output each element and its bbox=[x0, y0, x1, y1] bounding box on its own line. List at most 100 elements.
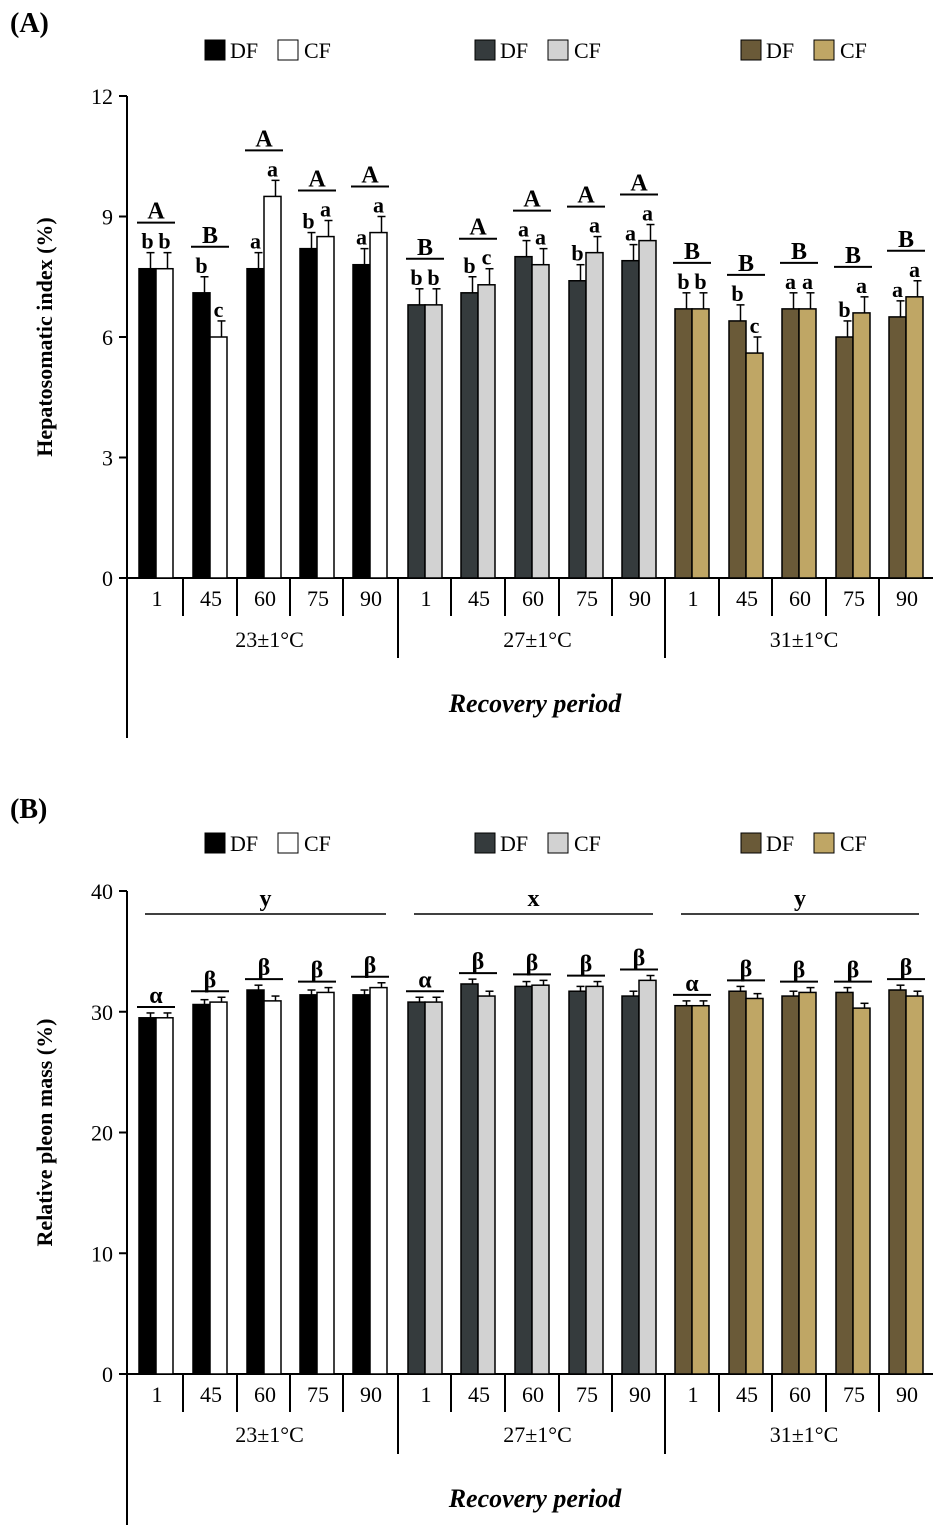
bar-cf bbox=[263, 1000, 282, 1375]
legend-swatch-df bbox=[474, 39, 496, 61]
period-letter: β bbox=[526, 950, 539, 976]
legend-swatch-cf bbox=[813, 39, 835, 61]
bar-df bbox=[192, 292, 211, 579]
period-letter: B bbox=[202, 223, 218, 249]
legend-swatch-df bbox=[740, 832, 762, 854]
legend-swatch-cf bbox=[277, 832, 299, 854]
x-tick-label: 45 bbox=[736, 1382, 758, 1407]
bar-letter-cf: a bbox=[909, 257, 920, 282]
bar-df bbox=[674, 308, 693, 579]
period-letter: A bbox=[469, 215, 487, 241]
x-tick-label: 60 bbox=[789, 586, 811, 611]
period-letter: α bbox=[685, 971, 699, 997]
period-letter: α bbox=[418, 967, 432, 993]
period-letter: β bbox=[900, 955, 913, 981]
legend-label-df: DF bbox=[766, 38, 794, 63]
legend-label-cf: CF bbox=[574, 831, 601, 856]
legend-label-cf: CF bbox=[840, 38, 867, 63]
period-letter: β bbox=[633, 946, 646, 972]
bar-letter-df: a bbox=[250, 229, 261, 254]
bar-df bbox=[299, 994, 318, 1375]
x-tick-label: 1 bbox=[421, 586, 432, 611]
temperature-letter: y bbox=[794, 886, 806, 912]
x-tick-label: 60 bbox=[254, 1382, 276, 1407]
bar-cf bbox=[585, 251, 604, 579]
period-letter: B bbox=[791, 239, 807, 265]
x-tick-label: 90 bbox=[360, 586, 382, 611]
bar-cf bbox=[155, 1017, 174, 1375]
bar-df bbox=[407, 1001, 426, 1375]
temperature-letter: x bbox=[528, 886, 540, 912]
x-tick-label: 90 bbox=[896, 1382, 918, 1407]
panel-a: (A) DF CF DF CF DF CF 0 3 6 9 12 Hepatosomatic index… bbox=[10, 8, 933, 738]
y-tick-label: 0 bbox=[102, 1362, 113, 1387]
legend-label-df: DF bbox=[500, 831, 528, 856]
bar-letter-df: a bbox=[356, 225, 367, 250]
x-tick-label: 60 bbox=[522, 586, 544, 611]
legend-swatch-df bbox=[474, 832, 496, 854]
period-letter: A bbox=[308, 167, 326, 193]
bar-df bbox=[246, 267, 265, 579]
bar-letter-cf: a bbox=[535, 225, 546, 250]
bar-cf bbox=[691, 308, 710, 579]
bar-letter-cf: c bbox=[214, 297, 224, 322]
temperature-label: 31±1°C bbox=[770, 1422, 839, 1447]
bar-letter-cf: b bbox=[427, 265, 439, 290]
bar-cf bbox=[531, 984, 550, 1375]
x-tick-label: 90 bbox=[360, 1382, 382, 1407]
bar-letter-cf: a bbox=[320, 197, 331, 222]
bar-cf bbox=[852, 312, 871, 579]
period-letter: A bbox=[523, 187, 541, 213]
temperature-label: 27±1°C bbox=[503, 627, 572, 652]
bar-letter-df: b bbox=[302, 209, 314, 234]
bar-df bbox=[138, 267, 157, 579]
bar-cf bbox=[263, 195, 282, 579]
bar-cf bbox=[424, 1001, 443, 1375]
bar-df bbox=[192, 1003, 211, 1375]
bar-letter-cf: b bbox=[158, 229, 170, 254]
bar-df bbox=[888, 989, 907, 1375]
period-letter: β bbox=[364, 953, 377, 979]
period-letter: B bbox=[898, 227, 914, 253]
bar-df bbox=[514, 255, 533, 579]
bar-cf bbox=[369, 231, 388, 579]
x-tick-label: 1 bbox=[688, 1382, 699, 1407]
period-letter: A bbox=[630, 171, 648, 197]
bar-cf bbox=[155, 267, 174, 579]
y-tick-label: 12 bbox=[91, 84, 113, 109]
x-axis-label: Recovery period bbox=[448, 689, 623, 718]
x-tick-label: 60 bbox=[254, 586, 276, 611]
x-tick-label: 45 bbox=[200, 1382, 222, 1407]
bar-df bbox=[568, 280, 587, 579]
x-tick-label: 90 bbox=[629, 586, 651, 611]
bar-cf bbox=[424, 304, 443, 579]
bar-df bbox=[568, 990, 587, 1375]
period-letter: β bbox=[258, 955, 271, 981]
bar-df bbox=[674, 1004, 693, 1375]
x-tick-label: 45 bbox=[736, 586, 758, 611]
x-tick-label: 1 bbox=[421, 1382, 432, 1407]
temperature-label: 23±1°C bbox=[235, 1422, 304, 1447]
legend-swatch-cf bbox=[277, 39, 299, 61]
bar-letter-df: b bbox=[731, 281, 743, 306]
period-letter: β bbox=[740, 956, 753, 982]
bar-letter-cf: a bbox=[267, 156, 278, 181]
bar-df bbox=[138, 1017, 157, 1375]
y-tick-label: 20 bbox=[91, 1121, 113, 1146]
bar-letter-df: b bbox=[195, 253, 207, 278]
bar-df bbox=[888, 316, 907, 579]
legend-label-df: DF bbox=[500, 38, 528, 63]
x-tick-label: 1 bbox=[688, 586, 699, 611]
legend-label-cf: CF bbox=[840, 831, 867, 856]
x-tick-label: 45 bbox=[468, 1382, 490, 1407]
period-letter: A bbox=[147, 199, 165, 225]
bar-cf bbox=[691, 1004, 710, 1375]
bar-df bbox=[460, 292, 479, 579]
bar-letter-df: a bbox=[518, 217, 529, 242]
x-tick-label: 45 bbox=[200, 586, 222, 611]
legend-swatch-cf bbox=[547, 832, 569, 854]
bar-letter-df: a bbox=[785, 269, 796, 294]
bar-cf bbox=[798, 308, 817, 579]
bar-df bbox=[352, 994, 371, 1375]
